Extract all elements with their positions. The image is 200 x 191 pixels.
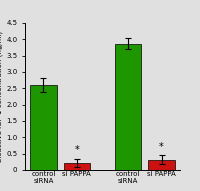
Text: *: * [159,142,164,152]
Bar [64,163,90,170]
Bar [115,44,141,170]
Text: *: * [74,145,79,155]
Bar [30,85,57,170]
Bar [148,159,175,170]
Y-axis label: bioactive IGF-1 concentration (ng/ml): bioactive IGF-1 concentration (ng/ml) [0,31,3,162]
